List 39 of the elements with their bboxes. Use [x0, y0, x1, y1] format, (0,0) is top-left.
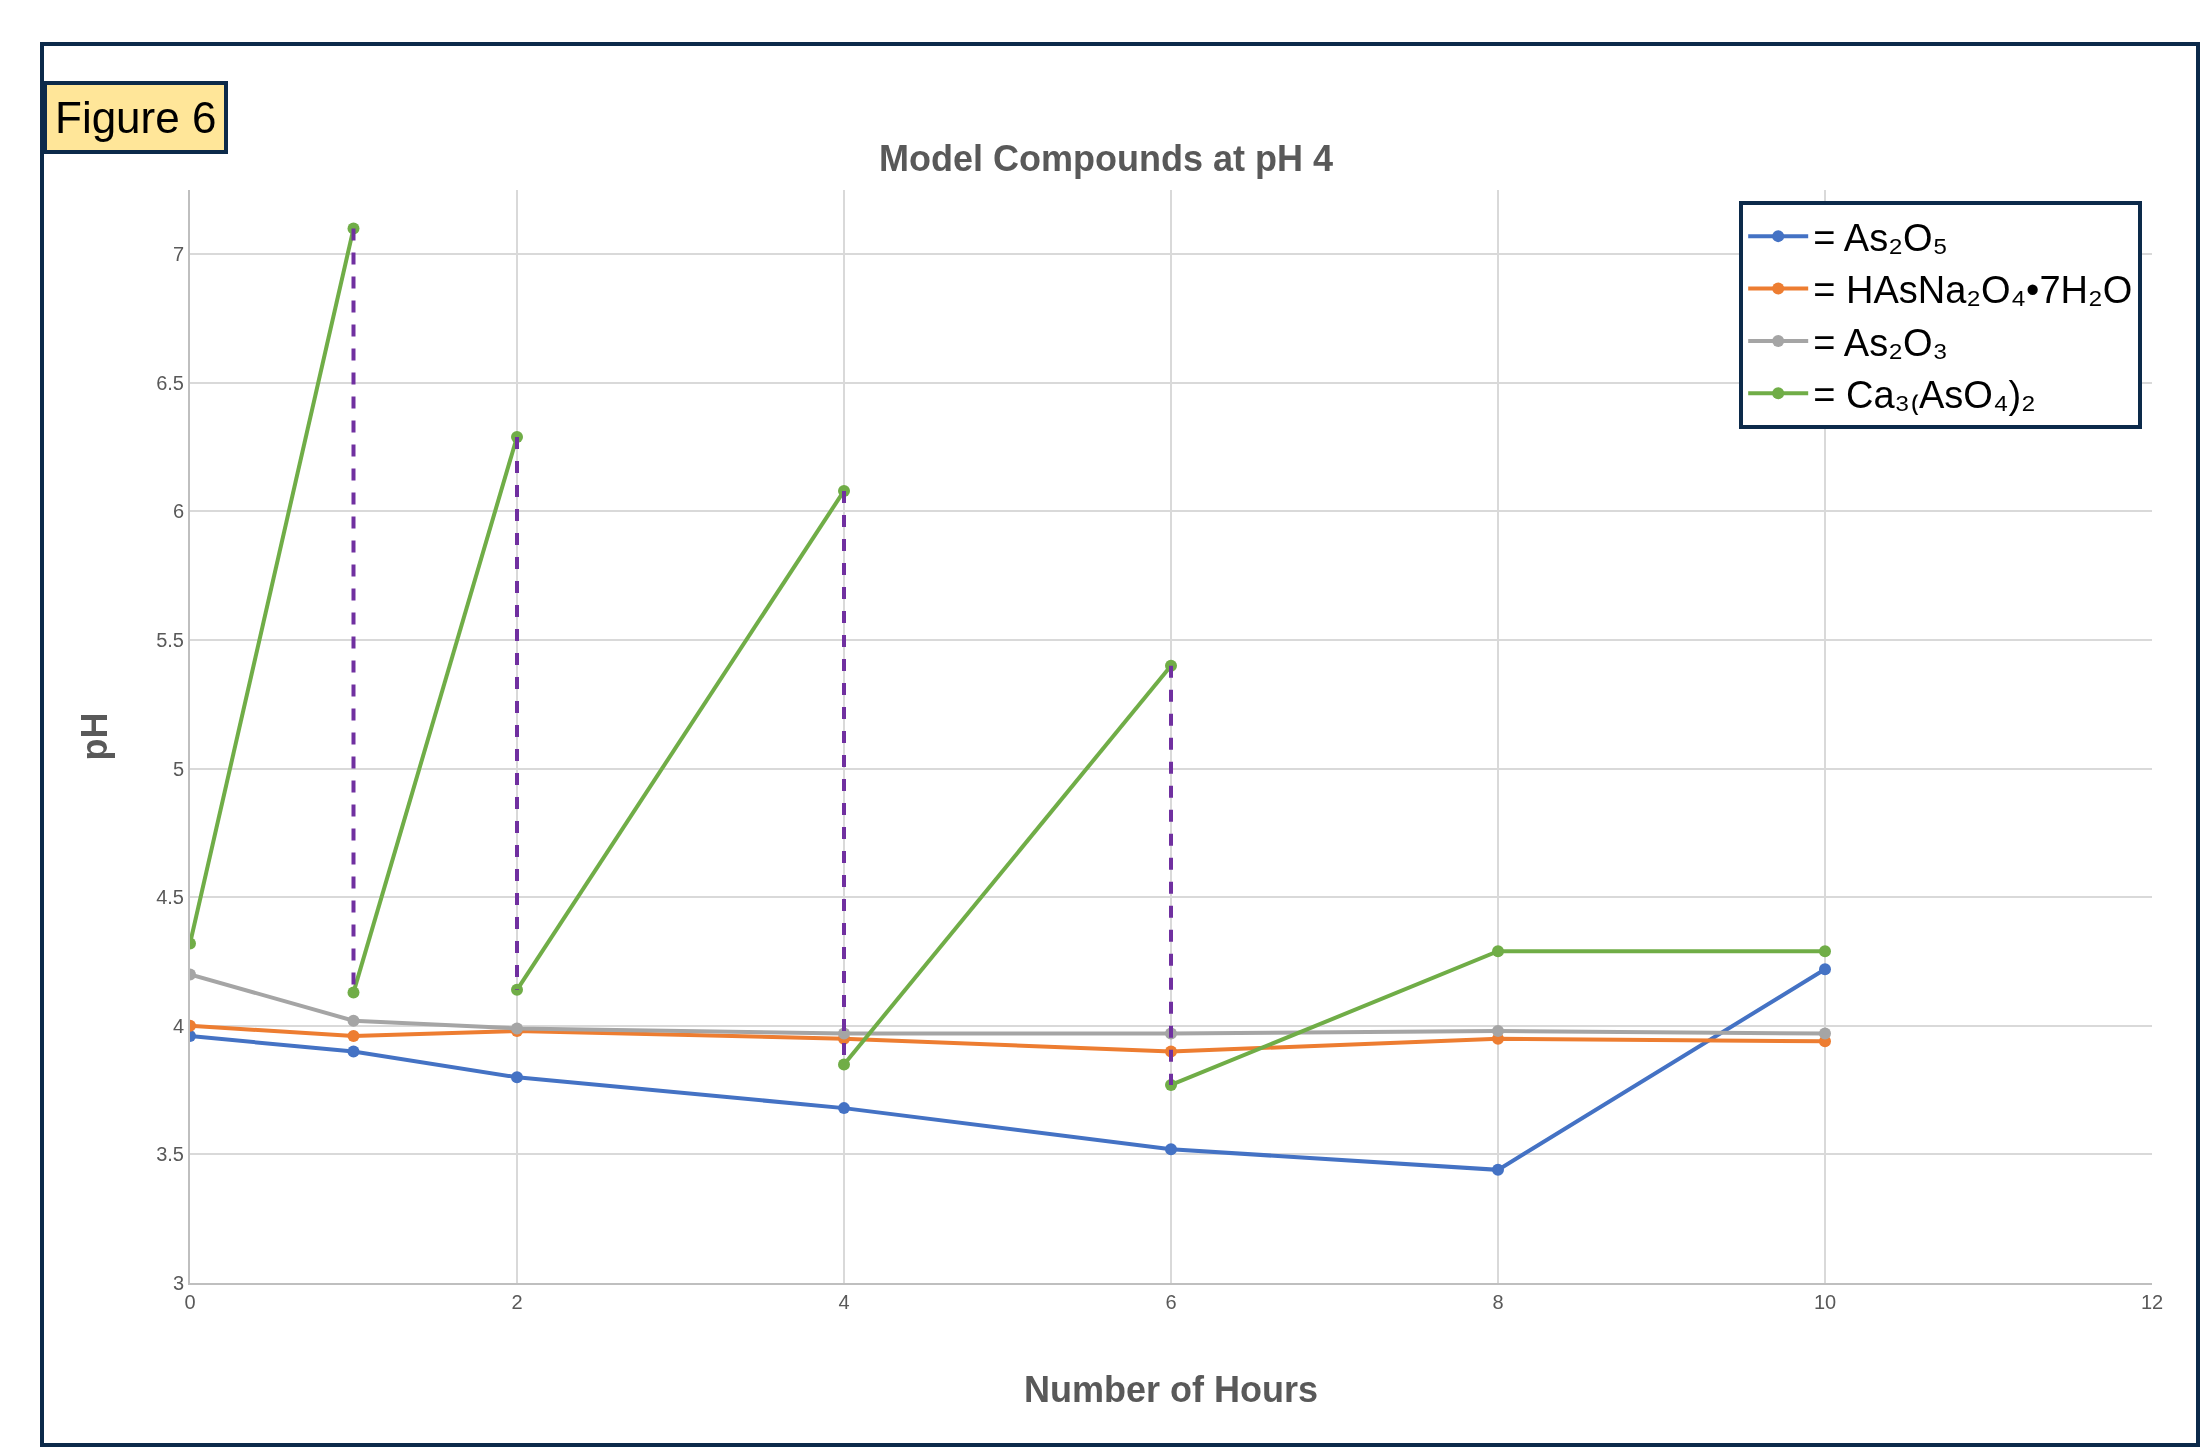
point [347, 1045, 360, 1058]
y-tick-label: 4.5 [156, 886, 184, 909]
point [838, 1102, 850, 1115]
point [1492, 1024, 1504, 1037]
x-tick-label: 2 [511, 1291, 523, 1313]
x-tick-label: 8 [1492, 1291, 1504, 1313]
x-tick-label: 12 [2140, 1291, 2164, 1313]
point [511, 983, 523, 996]
y-tick-label: 4 [172, 1014, 184, 1037]
chart-title: Model Compounds at pH 4 [879, 137, 1333, 179]
point [347, 1030, 360, 1043]
y-tick-label: 5 [172, 757, 184, 780]
point [1819, 945, 1831, 958]
x-tick-label: 6 [1165, 1291, 1177, 1313]
point [1819, 963, 1831, 976]
y-tick-label: 3.5 [156, 1143, 184, 1166]
point [511, 1071, 523, 1084]
x-tick-label: 4 [838, 1291, 850, 1313]
caption: Figure 6 [55, 93, 217, 142]
point [1492, 945, 1504, 958]
point [347, 1014, 360, 1027]
point [347, 986, 360, 999]
y-tick-label: 6 [172, 500, 184, 523]
x-tick-label: 0 [184, 1291, 196, 1313]
y-tick-label: 6.5 [156, 371, 184, 394]
legend-label: = Ca₃₍AsO₄)₂ [1813, 374, 2036, 417]
point [1492, 1163, 1504, 1176]
legend-label: = As₂O₃ [1813, 321, 1948, 364]
point [838, 1058, 850, 1071]
x-axis-title: Number of Hours [1023, 1369, 1319, 1410]
legend-label: = As₂O₅ [1813, 216, 1948, 259]
point [1819, 1027, 1831, 1040]
legend-label: = HAsNa₂O₄•7H₂O [1813, 269, 2133, 312]
x-tick-label: 10 [1813, 1291, 1837, 1313]
y-tick-label: 3 [172, 1272, 184, 1294]
y-tick-label: 7 [172, 243, 184, 266]
point [1165, 1143, 1177, 1156]
y-axis-title: pH [74, 712, 115, 761]
y-tick-label: 5.5 [156, 629, 184, 652]
